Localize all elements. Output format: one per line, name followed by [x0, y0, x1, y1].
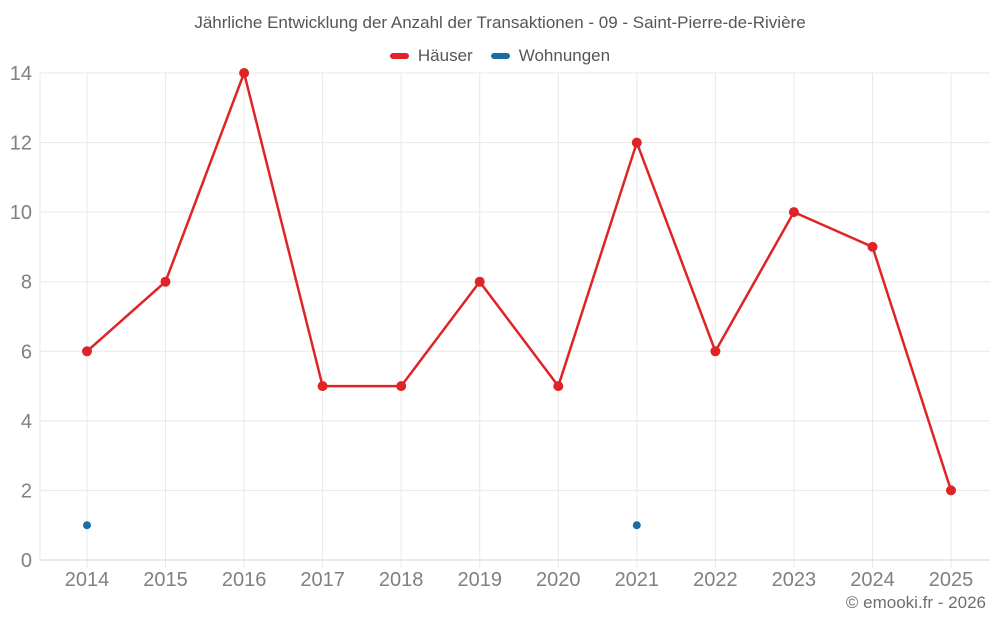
x-tick-label: 2022: [693, 569, 738, 591]
haeuser-legend-label: Häuser: [417, 46, 473, 65]
data-point-h-user-2019[interactable]: [474, 276, 485, 287]
x-tick-label: 2020: [536, 569, 581, 591]
x-tick-label: 2024: [850, 569, 895, 591]
x-tick-label: 2021: [615, 569, 660, 591]
data-point-h-user-2025[interactable]: [946, 485, 956, 496]
data-point-h-user-2014[interactable]: [82, 346, 92, 357]
x-tick-label: 2025: [929, 569, 974, 591]
haeuser-legend-swatch: [389, 53, 409, 59]
series-line-h-user: [86, 71, 953, 491]
chart-title: Jährliche Entwicklung der Anzahl der Tra…: [194, 13, 806, 32]
y-tick-label: 12: [10, 133, 32, 155]
x-tick-label: 2018: [379, 569, 424, 591]
data-point-h-user-2024[interactable]: [867, 241, 878, 252]
y-tick-label: 14: [10, 63, 32, 85]
y-tick-label: 0: [21, 550, 32, 572]
data-point-h-user-2020[interactable]: [553, 381, 564, 392]
data-point-h-user-2017[interactable]: [317, 381, 328, 392]
x-tick-label: 2016: [222, 569, 267, 591]
legend-item-wohnungen[interactable]: Wohnungen: [490, 46, 611, 66]
attribution: © emooki.fr - 2026: [845, 593, 986, 612]
data-point-h-user-2015[interactable]: [160, 276, 171, 287]
data-point-h-user-2018[interactable]: [396, 381, 407, 392]
series-wohnungen: [83, 521, 641, 530]
chart-legend: Häuser Wohnungen: [0, 46, 1000, 66]
x-tick-label: 2014: [65, 569, 110, 591]
x-tick-label: 2019: [457, 569, 502, 591]
y-tick-label: 8: [21, 272, 32, 294]
data-point-h-user-2022[interactable]: [710, 346, 721, 357]
data-point-wohnungen-2014[interactable]: [83, 521, 91, 530]
data-point-wohnungen-2021[interactable]: [632, 521, 641, 530]
x-tick-label: 2023: [772, 569, 817, 591]
y-tick-label: 10: [10, 202, 32, 224]
data-point-h-user-2021[interactable]: [631, 137, 642, 148]
legend-item-haeuser[interactable]: Häuser: [389, 46, 473, 66]
data-point-h-user-2016[interactable]: [239, 68, 250, 78]
y-tick-label: 6: [21, 341, 32, 363]
x-tick-label: 2015: [143, 569, 188, 591]
gridlines: [39, 72, 990, 568]
x-tick-label: 2017: [300, 569, 345, 591]
y-tick-label: 2: [21, 480, 32, 502]
wohnungen-legend-swatch: [490, 53, 510, 59]
data-point-h-user-2023[interactable]: [788, 207, 799, 218]
axis-labels: 0 2 4 6 8 10 12 14 2014 2015 2016 2017 2018 2019 2020 2…: [10, 63, 974, 591]
wohnungen-legend-label: Wohnungen: [518, 46, 611, 65]
y-tick-label: 4: [21, 411, 32, 433]
series-h-user: [82, 68, 956, 496]
